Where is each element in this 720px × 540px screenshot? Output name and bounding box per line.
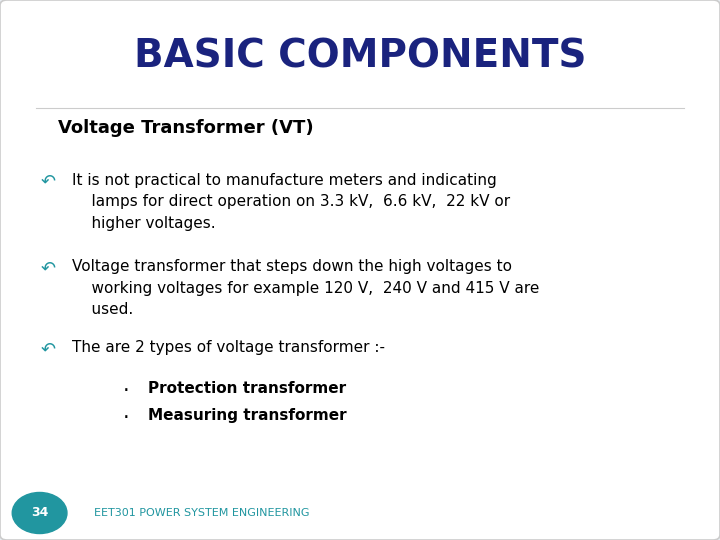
Text: It is not practical to manufacture meters and indicating
    lamps for direct op: It is not practical to manufacture meter…	[72, 173, 510, 231]
Text: ↶: ↶	[40, 173, 56, 191]
Text: The are 2 types of voltage transformer :-: The are 2 types of voltage transformer :…	[72, 340, 385, 355]
Text: Voltage Transformer (VT): Voltage Transformer (VT)	[58, 119, 313, 137]
Text: Voltage transformer that steps down the high voltages to
    working voltages fo: Voltage transformer that steps down the …	[72, 259, 539, 318]
Text: Measuring transformer: Measuring transformer	[148, 408, 346, 423]
Text: EET301 POWER SYSTEM ENGINEERING: EET301 POWER SYSTEM ENGINEERING	[94, 508, 309, 518]
Text: ↶: ↶	[40, 340, 56, 358]
Text: ·: ·	[122, 408, 130, 428]
Text: ↶: ↶	[40, 259, 56, 277]
Text: Protection transformer: Protection transformer	[148, 381, 346, 396]
Text: BASIC COMPONENTS: BASIC COMPONENTS	[134, 38, 586, 76]
Circle shape	[12, 492, 67, 534]
Text: 34: 34	[31, 507, 48, 519]
Text: ·: ·	[122, 381, 130, 401]
